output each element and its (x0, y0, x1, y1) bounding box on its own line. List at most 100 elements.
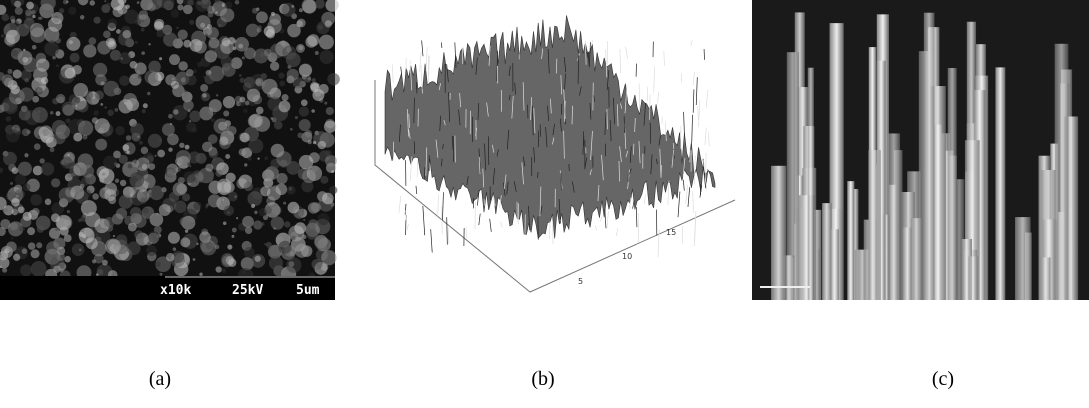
surface-spike (400, 66, 403, 76)
texture-grain (319, 50, 334, 65)
texture-grain (236, 217, 239, 220)
texture-grain (281, 94, 289, 102)
nanorod (786, 52, 799, 300)
surface-spike (478, 213, 481, 226)
nanorod (968, 256, 979, 300)
texture-grain (1, 74, 14, 86)
texture-grain (206, 27, 219, 40)
surface-spike (459, 93, 461, 108)
surface-spike (430, 229, 433, 253)
texture-grain (149, 185, 164, 201)
nanorod (947, 67, 957, 300)
texture-grain (0, 167, 4, 173)
texture-grain (325, 0, 339, 12)
surface-spike (530, 97, 532, 121)
surface-spike (564, 100, 566, 122)
texture-grain (76, 52, 79, 56)
surface-spike (442, 192, 444, 221)
texture-grain (300, 99, 308, 107)
surface-spike (693, 155, 696, 184)
texture-grain (62, 104, 75, 116)
texture-grain (186, 69, 194, 77)
texture-grain (226, 125, 237, 136)
surface-spike (408, 129, 411, 139)
texture-grain (83, 189, 92, 198)
texture-grain (44, 41, 59, 57)
surface-spike (454, 42, 457, 68)
surface-spike (586, 51, 589, 59)
surface-spike (425, 147, 428, 176)
surface-spike (605, 49, 608, 78)
surface-spike (609, 120, 612, 141)
surface-spike (606, 210, 609, 229)
texture-grain (159, 272, 163, 276)
texture-grain (72, 64, 82, 75)
texture-grain (221, 37, 231, 47)
texture-grain (25, 9, 32, 17)
texture-grain (141, 174, 156, 189)
surface-spike (604, 112, 607, 135)
surface-spike (435, 139, 439, 158)
texture-grain (7, 68, 13, 75)
surface-spike (657, 229, 660, 258)
surface-spike (559, 118, 562, 132)
surface-spike (601, 154, 604, 181)
texture-grain (56, 252, 65, 262)
texture-grain (80, 200, 97, 217)
texture-grain (66, 0, 69, 4)
surface-spike (571, 105, 573, 125)
surface-spike (451, 136, 454, 151)
texture-grain (251, 203, 256, 208)
texture-grain (257, 25, 262, 30)
texture-grain (199, 106, 214, 121)
surface-spike (677, 191, 681, 218)
surface-spike (682, 179, 685, 191)
texture-grain (217, 23, 222, 28)
texture-grain (94, 118, 110, 134)
surface-spike (514, 82, 516, 95)
texture-grain (130, 123, 144, 137)
texture-grain (204, 33, 209, 37)
texture-grain (234, 0, 240, 5)
texture-grain (178, 61, 188, 71)
texture-grain (147, 231, 160, 243)
surface-spike (489, 218, 492, 232)
panel-a-image (0, 0, 340, 300)
texture-grain (0, 218, 11, 230)
texture-grain (30, 194, 42, 206)
texture-grain (103, 155, 117, 170)
texture-grain (103, 217, 115, 228)
texture-grain (55, 111, 61, 117)
texture-grain (162, 24, 173, 35)
surface-spike (446, 217, 448, 245)
texture-grain (283, 201, 287, 205)
surface-spike (458, 109, 461, 126)
texture-grain (31, 10, 36, 15)
texture-grain (222, 221, 227, 226)
texture-grain (125, 135, 132, 141)
texture-grain (238, 43, 244, 49)
texture-grain (10, 84, 20, 95)
texture-grain (255, 77, 264, 87)
surface-spike (659, 148, 662, 178)
surface-spike (442, 143, 444, 150)
texture-grain (263, 25, 275, 37)
texture-grain (323, 120, 337, 133)
texture-grain (16, 23, 30, 37)
texture-grain (196, 61, 203, 68)
surface-spike (692, 191, 694, 213)
texture-grain (167, 231, 180, 244)
texture-grain (74, 96, 81, 104)
texture-grain (102, 187, 107, 192)
texture-grain (199, 272, 203, 276)
texture-grain (208, 148, 219, 159)
texture-grain (200, 22, 206, 28)
texture-grain (294, 222, 307, 235)
surface-spike (625, 150, 629, 158)
nanorod (923, 12, 935, 300)
surface-spike (619, 48, 622, 74)
surface-spike (692, 71, 695, 86)
surface-spike (590, 130, 593, 160)
texture-grain (244, 163, 248, 167)
texture-grain (260, 186, 271, 197)
